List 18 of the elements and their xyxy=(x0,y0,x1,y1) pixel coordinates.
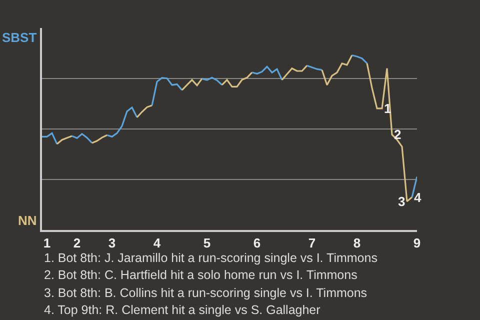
annotation: 3 xyxy=(398,194,406,209)
x-tick-label: 7 xyxy=(308,235,316,250)
text: SBST xyxy=(2,30,37,45)
text: 1. Bot 8th: J. Jaramillo hit a run-scoring single vs I. Timmons xyxy=(44,251,378,265)
x-tick-label: 3 xyxy=(108,235,116,250)
x-tick-label: 9 xyxy=(413,235,421,250)
text: 3. Bot 8th: B. Collins hit a run-scoring single vs I. Timmons xyxy=(44,286,368,300)
annotation: 2 xyxy=(394,127,402,142)
text: 2. Bot 8th: C. Hartfield hit a solo home run vs I. Timmons xyxy=(44,268,358,282)
x-tick-label: 1 xyxy=(43,235,51,250)
text: NN xyxy=(18,213,37,228)
x-tick-label: 8 xyxy=(353,235,361,250)
x-tick-label: 4 xyxy=(153,235,162,250)
x-tick-label: 2 xyxy=(73,235,81,250)
annotation: 4 xyxy=(414,190,422,205)
text: 4. Top 9th: R. Clement hit a single vs S. Gallagher xyxy=(44,303,320,317)
x-tick-label: 5 xyxy=(203,235,211,250)
x-tick-label: 6 xyxy=(253,235,261,250)
